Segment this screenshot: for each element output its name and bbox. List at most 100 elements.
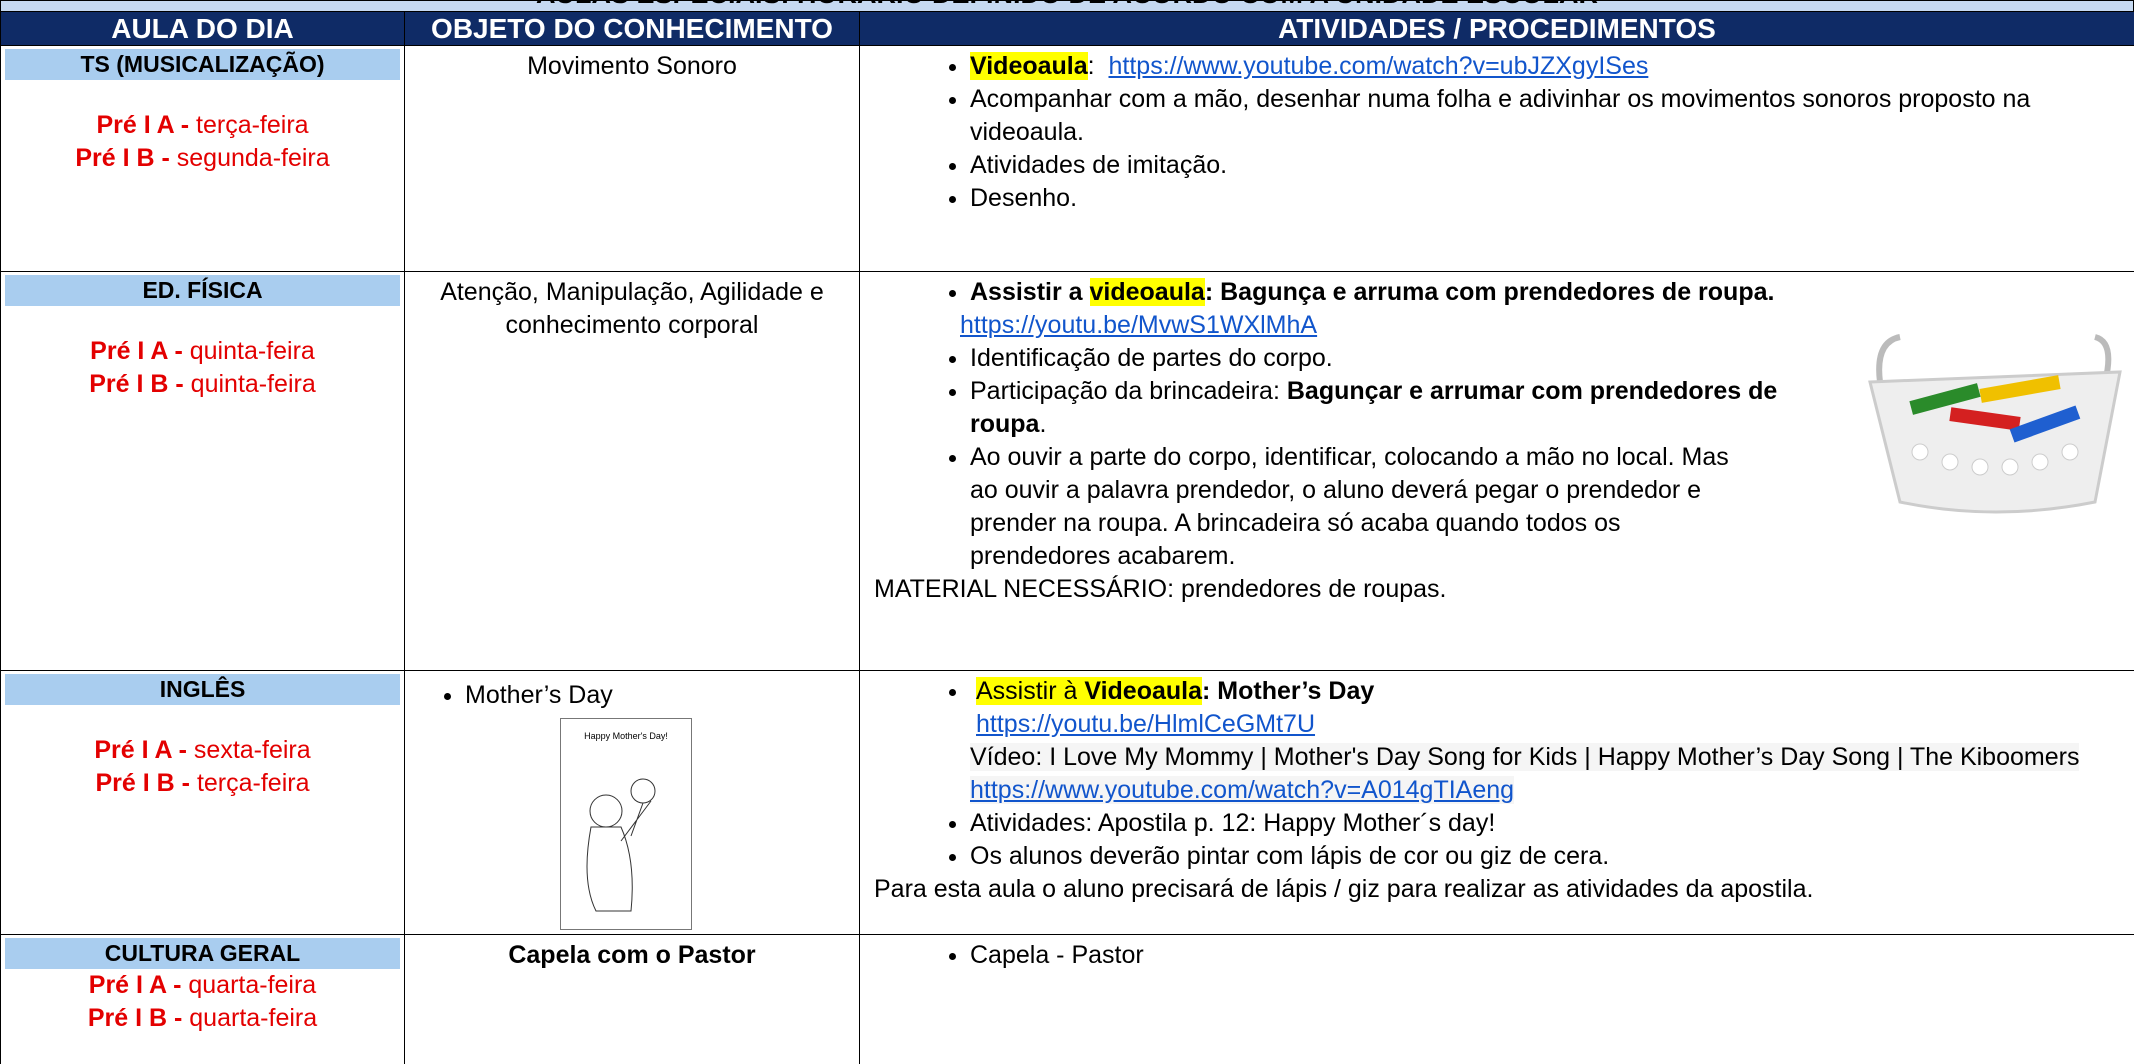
cell: Atenção, Manipulação, Agilidade e conhec…	[404, 271, 860, 671]
schedule-line: Pré I A - sexta-feira	[1, 734, 404, 767]
worksheet-drawing	[586, 778, 656, 912]
day: sexta-feira	[193, 736, 311, 764]
activity: Os alunos deverão pintar com lápis de co…	[970, 840, 2134, 873]
activity-list: Assistir a videoaula: Bagunça e arruma c…	[860, 276, 2134, 573]
text: Assistir a	[970, 278, 1083, 306]
text: Assistir à Videoaula: Mother’s Day	[976, 677, 1374, 705]
activity-list: Videoaula: https://www.youtube.com/watch…	[860, 50, 2134, 215]
schedule: Pré I A - quinta-feira Pré I B - quinta-…	[1, 335, 404, 401]
class: Pré I B -	[87, 1004, 183, 1032]
day: segunda-feira	[176, 144, 330, 172]
note: MATERIAL NECESSÁRIO: prendedores de roup…	[874, 575, 1447, 603]
schedule-line: Pré I B - quinta-feira	[1, 368, 404, 401]
activity: Desenho.	[970, 182, 2134, 215]
header-row: AULA DO DIA OBJETO DO CONHECIMENTO ATIVI…	[0, 11, 2134, 46]
activity-list: Assistir à Videoaula: Mother’s Day https…	[860, 675, 2134, 873]
link[interactable]: https://www.youtube.com/watch?v=ubJZXgyI…	[1108, 52, 1649, 80]
activity: Videoaula: https://www.youtube.com/watch…	[970, 50, 2134, 83]
schedule-line: Pré I B - segunda-feira	[1, 142, 404, 175]
day: quarta-feira	[188, 971, 317, 999]
activity: Ao ouvir a parte do corpo, identificar, …	[970, 441, 1734, 573]
class: Pré I B -	[75, 144, 170, 172]
cell: Assistir à Videoaula: Mother’s Day https…	[859, 670, 2134, 935]
cell: ED. FÍSICA Pré I A - quinta-feira Pré I …	[0, 271, 405, 671]
link[interactable]: https://www.youtube.com/watch?v=A014gTIA…	[970, 776, 1515, 804]
cell: INGLÊS Pré I A - sexta-feira Pré I B - t…	[0, 670, 405, 935]
schedule-line: Pré I A - quinta-feira	[1, 335, 404, 368]
day: quinta-feira	[190, 370, 316, 398]
activity: Atividades de imitação.	[970, 149, 2134, 182]
objective: Atenção, Manipulação, Agilidade e conhec…	[440, 278, 824, 339]
activity: Acompanhar com a mão, desenhar numa folh…	[970, 83, 2134, 149]
text: Videoaula	[970, 52, 1088, 80]
subject: ED. FÍSICA	[5, 275, 400, 306]
cell: Videoaula: https://www.youtube.com/watch…	[859, 45, 2134, 272]
schedule-line: Pré I B - terça-feira	[1, 767, 404, 800]
schedule-table: AULA DO DIA OBJETO DO CONHECIMENTO ATIVI…	[0, 11, 2134, 1064]
column-header: ATIVIDADES / PROCEDIMENTOS	[859, 11, 2134, 46]
basket-image	[1868, 334, 2122, 514]
text: Vídeo: I Love My Mommy | Mother's Day So…	[970, 743, 2080, 771]
column-header: OBJETO DO CONHECIMENTO	[404, 11, 860, 46]
day: quinta-feira	[189, 337, 315, 365]
objective: Capela com o Pastor	[508, 941, 756, 969]
class: Pré I A -	[94, 736, 187, 764]
activity: Identificação de partes do corpo.	[970, 342, 1814, 375]
worksheet-title: Happy Mother's Day!	[584, 731, 668, 741]
objective: Movimento Sonoro	[527, 52, 737, 80]
text: :	[1087, 52, 1095, 80]
subject: INGLÊS	[5, 674, 400, 705]
subject: TS (MUSICALIZAÇÃO)	[5, 49, 400, 80]
cell: Capela com o Pastor	[404, 934, 860, 1064]
class: Pré I A -	[90, 337, 183, 365]
objective-list: Mother’s Day	[405, 679, 859, 712]
text: videoaula	[1089, 278, 1205, 306]
day: quarta-feira	[189, 1004, 318, 1032]
cell: Assistir a videoaula: Bagunça e arruma c…	[859, 271, 2134, 671]
schedule-line: Pré I A - quarta-feira	[1, 969, 404, 1002]
class: Pré I A -	[96, 111, 190, 139]
class: Pré I A -	[88, 971, 182, 999]
text: Participação da brincadeira:	[970, 377, 1280, 405]
link[interactable]: https://youtu.be/HlmlCeGMt7U	[976, 710, 1316, 738]
cell: Capela - Pastor	[859, 934, 2134, 1064]
link[interactable]: https://youtu.be/MvwS1WXlMhA	[960, 311, 1318, 339]
cell: CULTURA GERAL Pré I A - quarta-feira Pré…	[0, 934, 405, 1064]
title: AULAS ESPECIAIS: HORÁRIO DEFINIDO DE ACO…	[1, 1, 2133, 10]
text: Vídeo: I Love My Mommy | Mother's Day So…	[970, 743, 2080, 804]
activity: Assistir à Videoaula: Mother’s Day https…	[970, 675, 2134, 807]
schedule: Pré I A - sexta-feira Pré I B - terça-fe…	[1, 734, 404, 800]
activity: Capela - Pastor	[970, 939, 2134, 972]
row: TS (MUSICALIZAÇÃO) Pré I A - terça-feira…	[0, 45, 2134, 272]
row: INGLÊS Pré I A - sexta-feira Pré I B - t…	[0, 670, 2134, 935]
worksheet-image: Happy Mother's Day!	[560, 718, 692, 930]
day: terça-feira	[196, 111, 309, 139]
schedule-line: Pré I A - terça-feira	[1, 109, 404, 142]
class: Pré I B -	[89, 370, 184, 398]
text: Bagunçar e arrumar com prendedores de ro…	[970, 377, 1778, 438]
subject: CULTURA GERAL	[5, 938, 400, 969]
schedule: Pré I A - terça-feira Pré I B - segunda-…	[1, 109, 404, 175]
text: : Mother’s Day	[1202, 677, 1375, 705]
text: Videoaula	[1084, 677, 1202, 705]
activity: Atividades: Apostila p. 12: Happy Mother…	[970, 807, 2134, 840]
class: Pré I B -	[95, 769, 190, 797]
schedule: Pré I A - quarta-feira Pré I B - quarta-…	[1, 969, 404, 1035]
activity: Participação da brincadeira: Bagunçar e …	[970, 375, 1814, 441]
row: ED. FÍSICA Pré I A - quinta-feira Pré I …	[0, 271, 2134, 671]
schedule-line: Pré I B - quarta-feira	[1, 1002, 404, 1035]
note: Para esta aula o aluno precisará de lápi…	[874, 875, 1814, 903]
text: : Bagunça e arruma com prendedores de ro…	[1204, 278, 1775, 306]
activity-list: Capela - Pastor	[860, 939, 2134, 972]
day: terça-feira	[196, 769, 310, 797]
cell: TS (MUSICALIZAÇÃO) Pré I A - terça-feira…	[0, 45, 405, 272]
activity: Assistir a videoaula: Bagunça e arruma c…	[960, 276, 1814, 342]
objective: Mother’s Day	[465, 679, 859, 712]
cell: Mother’s Day Happy Mother's Day!	[404, 670, 860, 935]
column-header: AULA DO DIA	[0, 11, 405, 46]
cell: Movimento Sonoro	[404, 45, 860, 272]
row: CULTURA GERAL Pré I A - quarta-feira Pré…	[0, 934, 2134, 1064]
text: Assistir à	[976, 677, 1078, 705]
